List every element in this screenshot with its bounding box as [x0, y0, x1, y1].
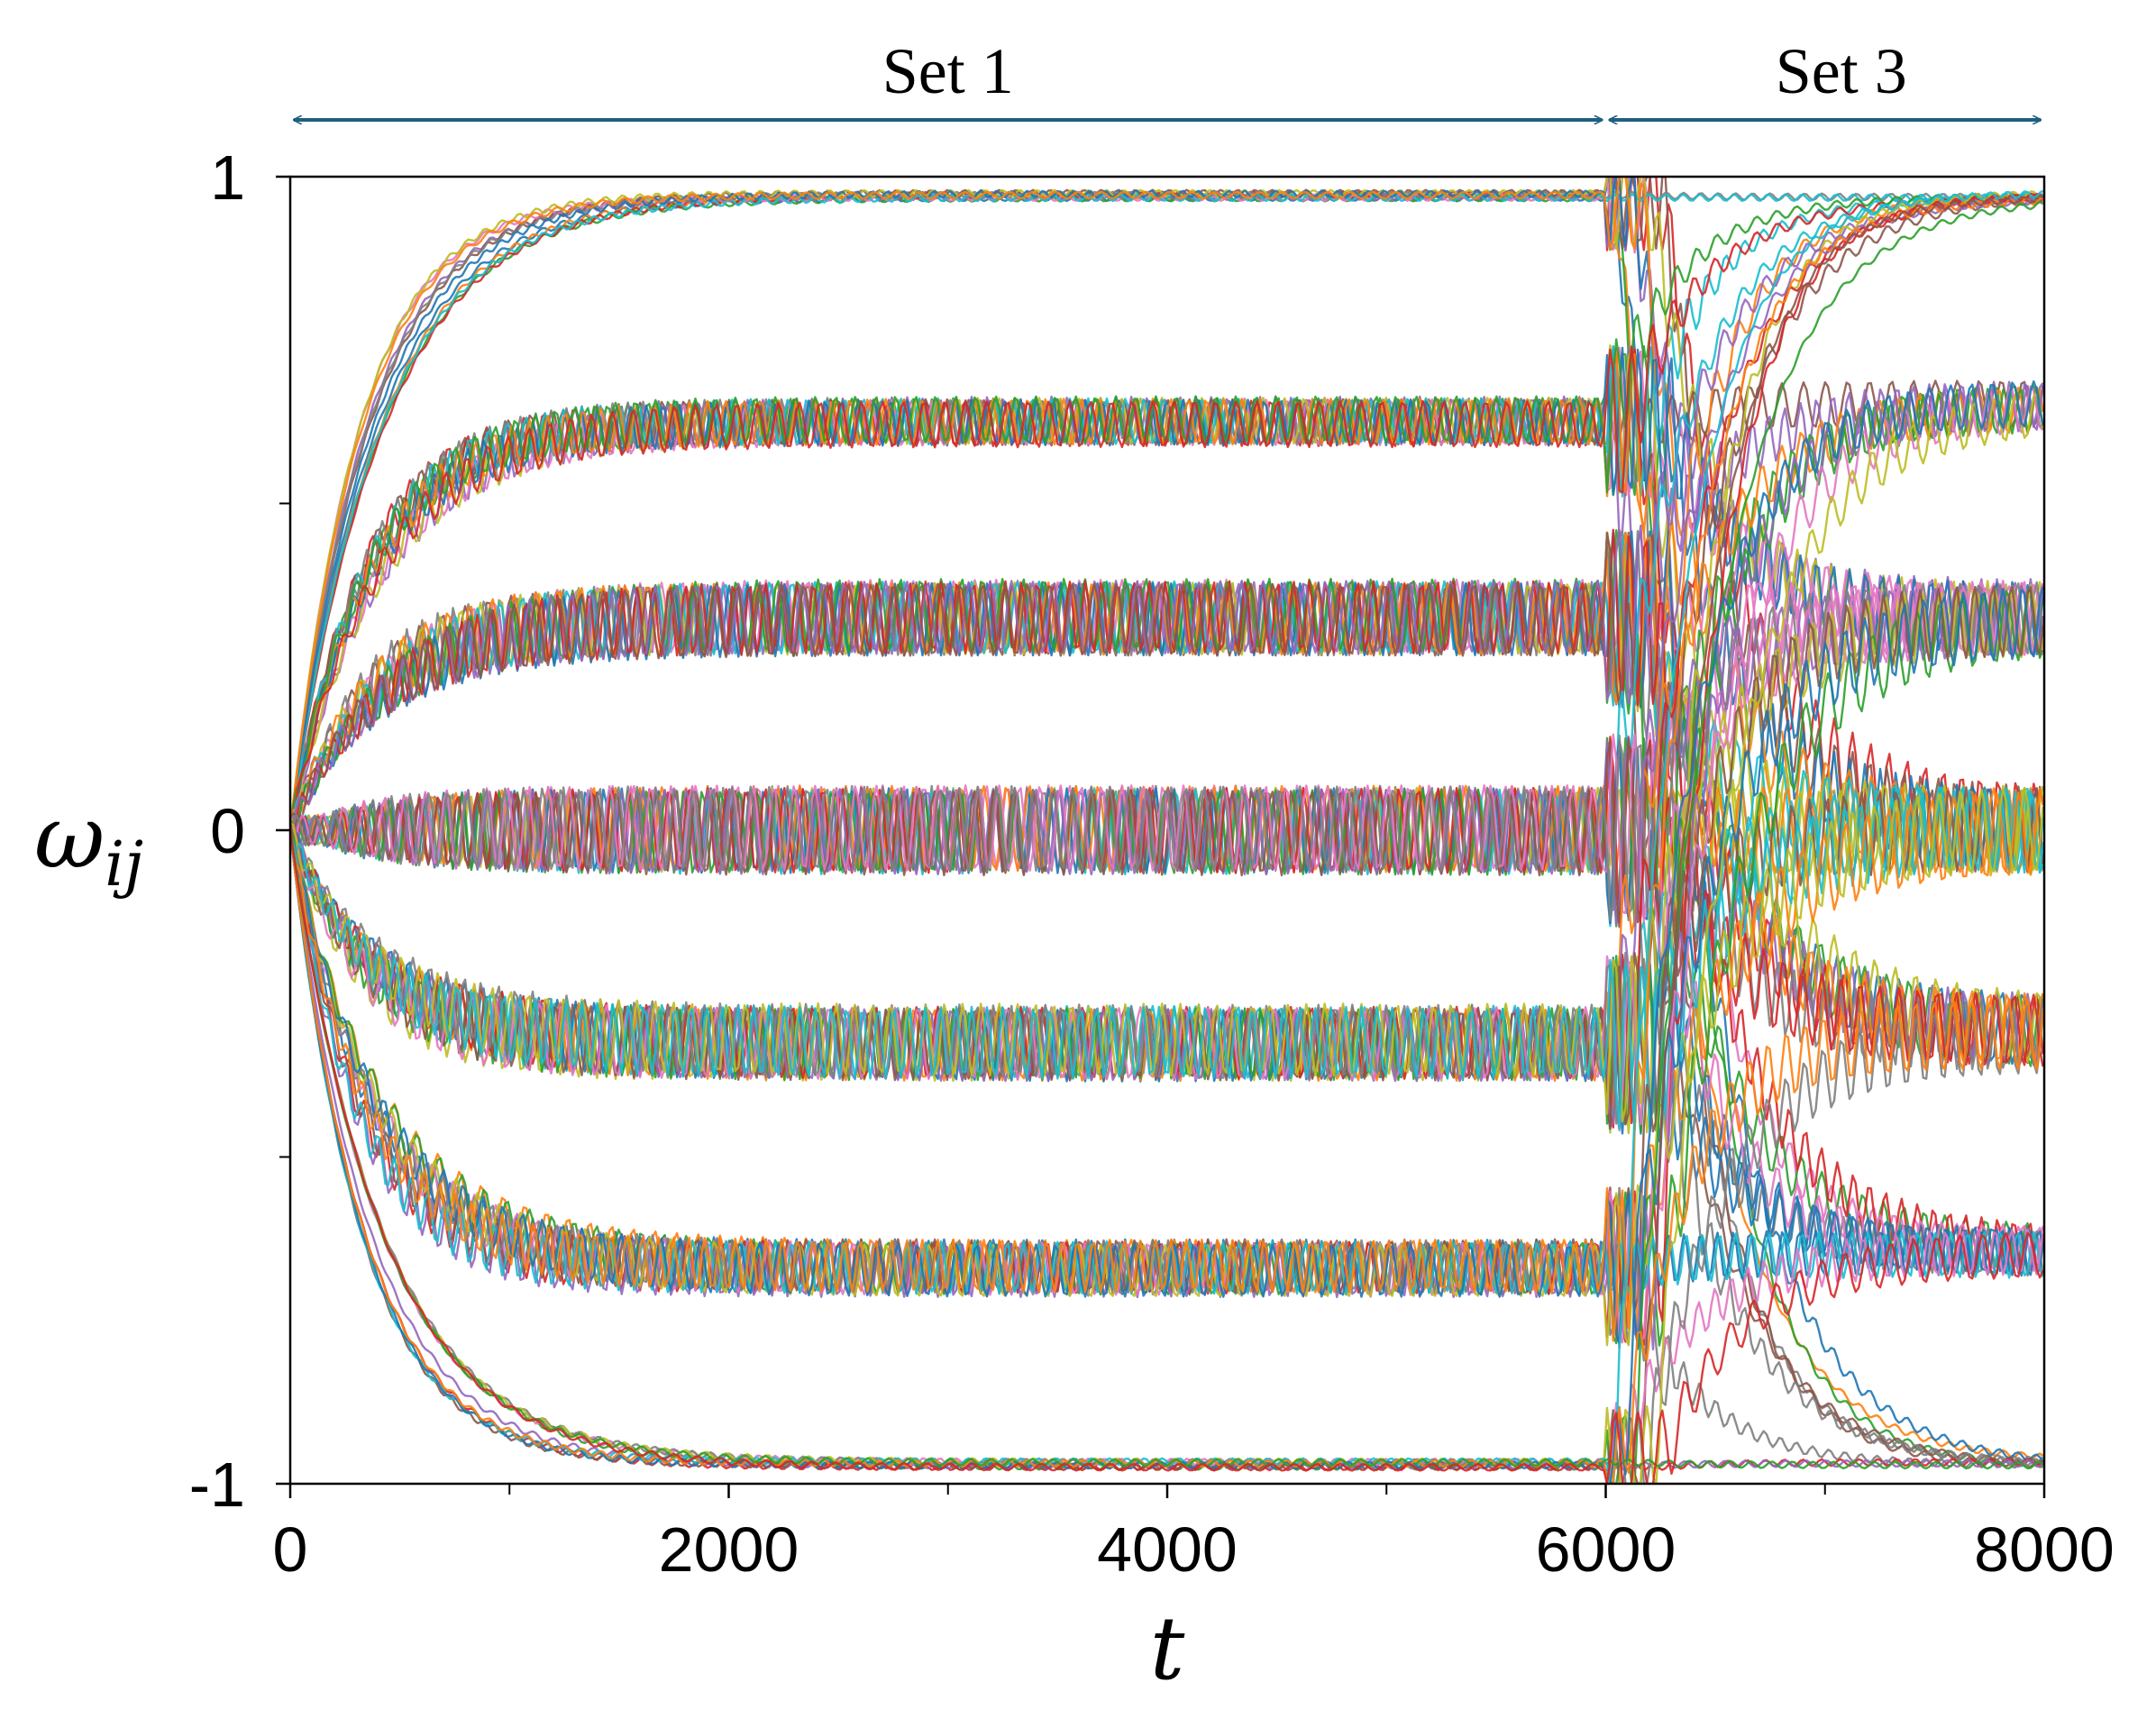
y-tick-label: -1 — [189, 1449, 245, 1520]
weight-trace — [290, 789, 2044, 1132]
weight-trace — [290, 786, 2044, 1130]
weight-trace — [290, 532, 2043, 1468]
series-layer — [290, 177, 2044, 1484]
x-tick-label: 2000 — [659, 1514, 799, 1585]
weight-trace — [290, 581, 2044, 921]
y-axis-label-main: ω — [34, 787, 105, 888]
weight-trace — [290, 829, 2044, 1484]
y-tick-label: 0 — [210, 796, 245, 866]
weight-trace — [290, 195, 2044, 839]
phase-arrows: Set 1 Set 3 — [294, 35, 2041, 120]
weight-trace — [290, 586, 2044, 1350]
weight-trace — [290, 828, 2044, 1470]
weight-trace — [290, 196, 2044, 928]
weight-trace — [290, 531, 2043, 1468]
x-tick-label: 4000 — [1097, 1514, 1238, 1585]
y-axis: -1 0 1 — [189, 142, 290, 1520]
phase-label-1: Set 1 — [882, 35, 1014, 107]
x-axis: 0 2000 4000 6000 8000 — [273, 1484, 2115, 1585]
weight-trace — [290, 193, 2043, 830]
y-axis-label: ωij — [34, 787, 143, 901]
weight-trace — [290, 197, 2043, 1342]
y-tick-label: 1 — [210, 142, 245, 213]
x-tick-label: 6000 — [1536, 1514, 1676, 1585]
phase-label-2: Set 3 — [1776, 35, 1907, 107]
weight-trace — [290, 177, 2044, 873]
x-axis-label: t — [1150, 1598, 1185, 1699]
x-tick-label: 8000 — [1974, 1514, 2115, 1585]
x-tick-label: 0 — [273, 1514, 308, 1585]
weight-trace — [290, 196, 2044, 842]
weight-trace — [290, 194, 2044, 820]
weight-trace — [290, 347, 2044, 1066]
weight-trace — [290, 345, 2043, 1468]
y-axis-label-sub: ij — [105, 829, 143, 901]
weight-trace — [290, 733, 2044, 1272]
